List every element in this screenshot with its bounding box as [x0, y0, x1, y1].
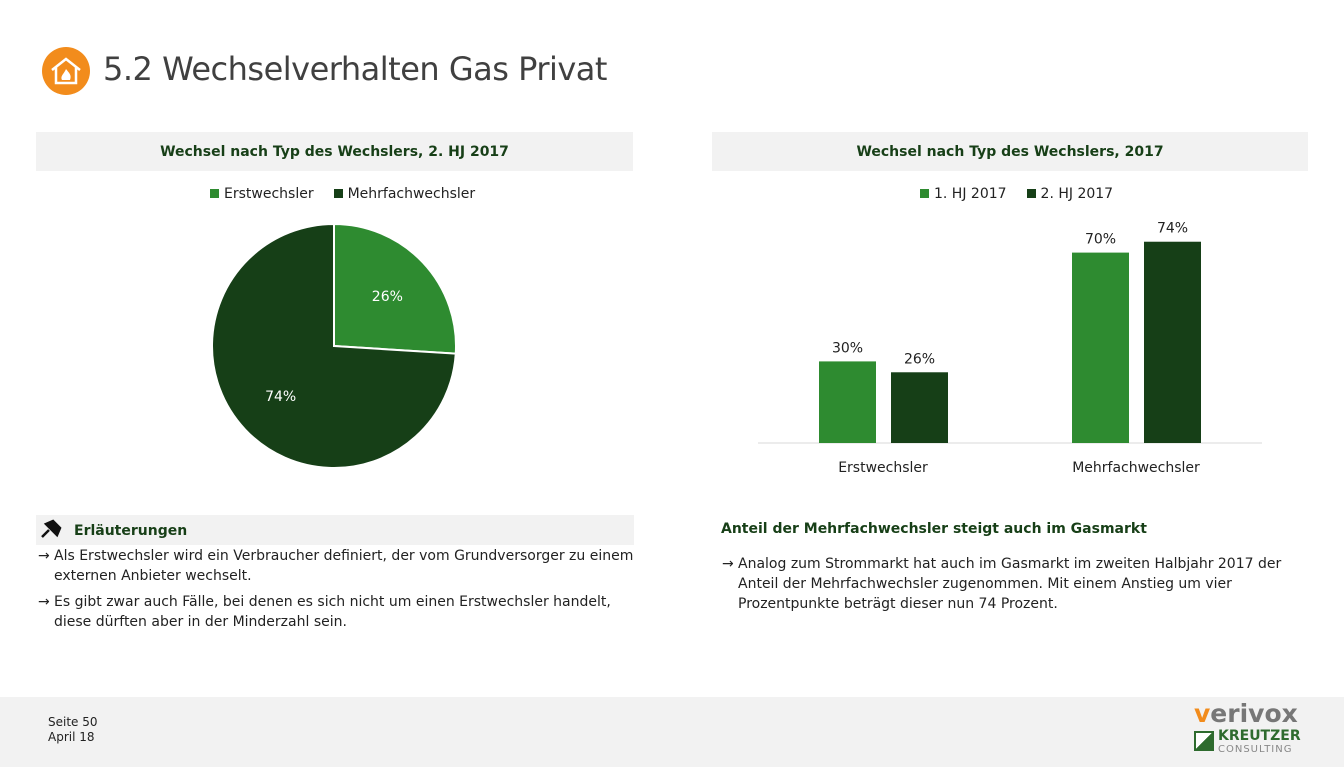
- bar: [1144, 241, 1201, 443]
- legend-item: Mehrfachwechsler: [333, 186, 475, 202]
- bar-data-label: 70%: [1085, 232, 1116, 248]
- bar: [1072, 252, 1129, 443]
- bar-chart: 30% 26% Erstwechsler 70% 74% Mehrfachwechsler: [758, 221, 1262, 476]
- notes-title: Erläuterungen: [74, 523, 188, 539]
- bar: [819, 361, 876, 443]
- pie-data-label: 26%: [372, 289, 403, 305]
- bar-data-label: 30%: [832, 340, 863, 356]
- page-icon: [42, 47, 90, 95]
- house-fire-icon: [51, 57, 81, 85]
- pie-slice-mehrfachwechsler: [211, 222, 457, 469]
- pie-data-label: 74%: [265, 389, 296, 405]
- summary-list: → Analog zum Strommarkt hat auch im Gasma…: [722, 554, 1282, 620]
- kreutzer-logo-sub: CONSULTING: [1218, 744, 1293, 755]
- bar: [891, 372, 948, 443]
- summary-title: Anteil der Mehrfachwechsler steigt auch …: [721, 521, 1147, 537]
- bar-legend: 1. HJ 2017 2. HJ 2017: [920, 186, 1113, 202]
- legend-item: 2. HJ 2017: [1026, 186, 1113, 202]
- kreutzer-logo: KREUTZER: [1218, 728, 1301, 744]
- pie-legend: Erstwechsler Mehrfachwechsler: [210, 186, 475, 202]
- bar-data-label: 74%: [1157, 221, 1188, 237]
- pie-chart: 26% 74%: [211, 222, 457, 469]
- x-tick-label: Mehrfachwechsler: [1072, 460, 1200, 476]
- legend-item: 1. HJ 2017: [920, 186, 1007, 202]
- legend-item: Erstwechsler: [210, 186, 314, 202]
- pie-slice-erstwechsler: [333, 222, 457, 355]
- x-tick-label: Erstwechsler: [838, 460, 928, 476]
- note-item: → Als Erstwechsler wird ein Verbraucher d…: [38, 548, 634, 584]
- page-title: 5.2 Wechselverhalten Gas Privat: [103, 50, 607, 88]
- footer: Seite 50 April 18 verivox KREUTZER CONSUL…: [0, 697, 1344, 767]
- page-info: Seite 50 April 18: [48, 715, 98, 744]
- notes-list: → Als Erstwechsler wird ein Verbraucher d…: [38, 546, 638, 638]
- verivox-logo: verivox: [1194, 699, 1298, 728]
- summary-item: → Analog zum Strommarkt hat auch im Gasma…: [722, 556, 1282, 612]
- notes-header: Erläuterungen: [36, 515, 634, 545]
- bar-data-label: 26%: [904, 351, 935, 367]
- note-item: → Es gibt zwar auch Fälle, bei denen es s…: [38, 594, 611, 630]
- kreutzer-logo-mark: [1194, 731, 1214, 751]
- right-chart-header: Wechsel nach Typ des Wechslers, 2017: [712, 132, 1308, 171]
- pin-icon: [41, 519, 62, 538]
- left-chart-header: Wechsel nach Typ des Wechslers, 2. HJ 20…: [36, 132, 633, 171]
